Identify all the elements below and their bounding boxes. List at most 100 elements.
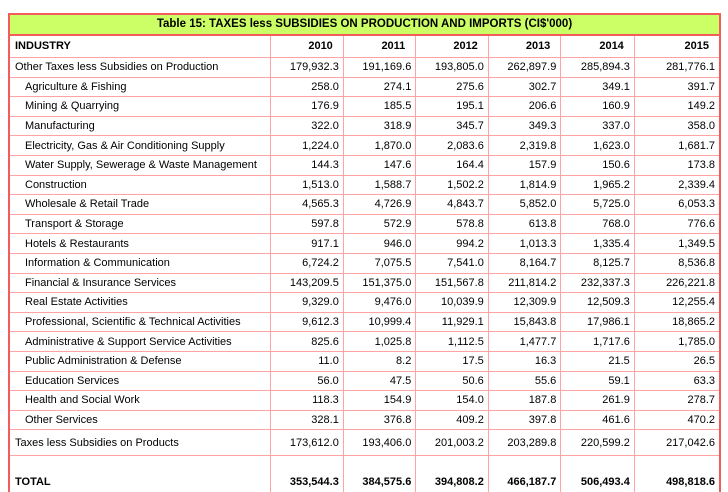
value-cell: 11.0 xyxy=(270,350,344,372)
value-cell: 232,337.3 xyxy=(560,272,635,294)
column-header-year: 2014 xyxy=(560,34,635,58)
value-cell: 12,255.4 xyxy=(633,292,721,313)
value-cell: 261.9 xyxy=(560,390,635,411)
value-cell: 8,164.7 xyxy=(487,252,562,274)
value-cell: 59.1 xyxy=(560,370,635,392)
value-cell: 15,843.8 xyxy=(487,311,562,333)
value-cell: 9,329.0 xyxy=(270,292,344,313)
table-row: Electricity, Gas & Air Conditioning Supp… xyxy=(8,135,721,156)
value-cell: 337.0 xyxy=(560,115,635,137)
value-cell: 1,870.0 xyxy=(342,135,417,156)
value-cell: 318.9 xyxy=(342,115,417,137)
table-row: TOTAL 353,544.3 384,575.6 394,808.2 466,187.… xyxy=(8,455,721,492)
table-row: Manufacturing 322.0 318.9 345.7 349.3 337.0 35… xyxy=(8,115,721,137)
value-cell: 1,477.7 xyxy=(487,331,562,352)
row-label: Construction xyxy=(8,174,272,196)
value-cell: 345.7 xyxy=(415,115,489,137)
value-cell: 55.6 xyxy=(487,370,562,392)
value-cell: 1,025.8 xyxy=(342,331,417,352)
table-row: Wholesale & Retail Trade 4,565.3 4,726.9 4,… xyxy=(8,194,721,215)
value-cell: 191,169.6 xyxy=(342,57,417,78)
row-label: Professional, Scientific & Technical Act… xyxy=(8,311,272,333)
value-cell: 281,776.1 xyxy=(633,57,721,78)
value-cell: 1,335.4 xyxy=(560,233,635,254)
value-cell: 6,053.3 xyxy=(633,194,721,215)
value-cell: 4,726.9 xyxy=(342,194,417,215)
value-cell: 391.7 xyxy=(633,76,721,98)
value-cell: 164.4 xyxy=(415,154,489,176)
value-cell: 11,929.1 xyxy=(415,311,489,333)
value-cell: 12,309.9 xyxy=(487,292,562,313)
value-cell: 461.6 xyxy=(560,409,635,431)
row-label: Agriculture & Fishing xyxy=(8,76,272,98)
value-cell: 768.0 xyxy=(560,213,635,235)
value-cell: 506,493.4 xyxy=(560,455,635,492)
table-row: Water Supply, Sewerage & Waste Managemen… xyxy=(8,154,721,176)
value-cell: 302.7 xyxy=(487,76,562,98)
value-cell: 226,221.8 xyxy=(633,272,721,294)
value-cell: 498,818.6 xyxy=(633,455,721,492)
value-cell: 26.5 xyxy=(633,350,721,372)
table-row: Health and Social Work 118.3 154.9 154.0 187… xyxy=(8,390,721,411)
row-label: Wholesale & Retail Trade xyxy=(8,194,272,215)
value-cell: 151,567.8 xyxy=(415,272,489,294)
row-label: Other Services xyxy=(8,409,272,431)
value-cell: 193,406.0 xyxy=(342,429,417,457)
value-cell: 397.8 xyxy=(487,409,562,431)
value-cell: 118.3 xyxy=(270,390,344,411)
value-cell: 157.9 xyxy=(487,154,562,176)
table-row: Education Services 56.0 47.5 50.6 55.6 59.1 63… xyxy=(8,370,721,392)
value-cell: 274.1 xyxy=(342,76,417,98)
row-label: Health and Social Work xyxy=(8,390,272,411)
value-cell: 1,814.9 xyxy=(487,174,562,196)
row-label: Education Services xyxy=(8,370,272,392)
row-label: Administrative & Support Service Activit… xyxy=(8,331,272,352)
value-cell: 8.2 xyxy=(342,350,417,372)
value-cell: 1,502.2 xyxy=(415,174,489,196)
value-cell: 8,536.8 xyxy=(633,252,721,274)
value-cell: 147.6 xyxy=(342,154,417,176)
value-cell: 262,897.9 xyxy=(487,57,562,78)
value-cell: 10,999.4 xyxy=(342,311,417,333)
row-label: Financial & Insurance Services xyxy=(8,272,272,294)
row-label: Real Estate Activities xyxy=(8,292,272,313)
value-cell: 275.6 xyxy=(415,76,489,98)
value-cell: 12,509.3 xyxy=(560,292,635,313)
taxes-subsidies-table: Table 15: TAXES less SUBSIDIES ON PRODUC… xyxy=(8,13,721,492)
row-label: Other Taxes less Subsidies on Production xyxy=(8,57,272,78)
value-cell: 9,476.0 xyxy=(342,292,417,313)
value-cell: 173,612.0 xyxy=(270,429,344,457)
value-cell: 1,013.3 xyxy=(487,233,562,254)
value-cell: 217,042.6 xyxy=(633,429,721,457)
value-cell: 613.8 xyxy=(487,213,562,235)
table-body: Other Taxes less Subsidies on Production… xyxy=(8,57,721,492)
value-cell: 17.5 xyxy=(415,350,489,372)
column-header-row: INDUSTRY 2010 2011 2012 2013 2014 2015 xyxy=(8,34,721,58)
table-row: Financial & Insurance Services 143,209.5 1… xyxy=(8,272,721,294)
column-header-year: 2013 xyxy=(487,34,562,58)
value-cell: 201,003.2 xyxy=(415,429,489,457)
row-label: Manufacturing xyxy=(8,115,272,137)
table-row: Administrative & Support Service Activit… xyxy=(8,331,721,352)
value-cell: 160.9 xyxy=(560,96,635,117)
value-cell: 1,785.0 xyxy=(633,331,721,352)
table-title: Table 15: TAXES less SUBSIDIES ON PRODUC… xyxy=(8,13,721,36)
value-cell: 47.5 xyxy=(342,370,417,392)
value-cell: 1,965.2 xyxy=(560,174,635,196)
value-cell: 6,724.2 xyxy=(270,252,344,274)
value-cell: 143,209.5 xyxy=(270,272,344,294)
value-cell: 9,612.3 xyxy=(270,311,344,333)
value-cell: 1,588.7 xyxy=(342,174,417,196)
value-cell: 376.8 xyxy=(342,409,417,431)
column-header-year: 2015 xyxy=(633,34,721,58)
value-cell: 21.5 xyxy=(560,350,635,372)
row-label: Electricity, Gas & Air Conditioning Supp… xyxy=(8,135,272,156)
table-row: Professional, Scientific & Technical Act… xyxy=(8,311,721,333)
value-cell: 4,565.3 xyxy=(270,194,344,215)
value-cell: 151,375.0 xyxy=(342,272,417,294)
value-cell: 154.0 xyxy=(415,390,489,411)
value-cell: 16.3 xyxy=(487,350,562,372)
column-header-year: 2012 xyxy=(415,34,489,58)
value-cell: 917.1 xyxy=(270,233,344,254)
